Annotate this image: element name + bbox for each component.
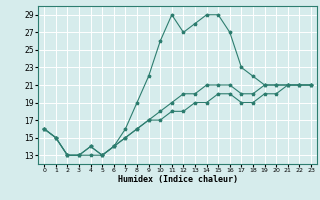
- X-axis label: Humidex (Indice chaleur): Humidex (Indice chaleur): [118, 175, 238, 184]
